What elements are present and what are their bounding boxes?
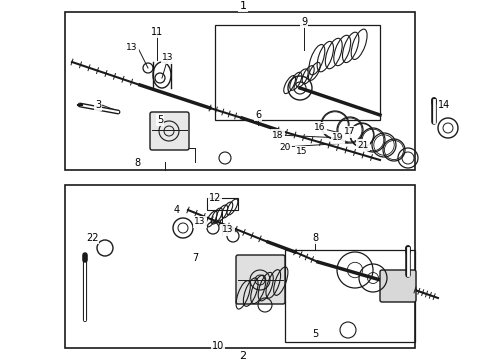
Bar <box>65 185 415 348</box>
FancyBboxPatch shape <box>236 255 285 304</box>
Bar <box>65 12 415 170</box>
Text: 18: 18 <box>272 130 284 139</box>
Text: 11: 11 <box>151 27 163 37</box>
Text: 8: 8 <box>312 233 318 243</box>
FancyBboxPatch shape <box>380 270 416 302</box>
Text: 10: 10 <box>212 341 224 351</box>
Text: 4: 4 <box>174 205 180 215</box>
Text: 15: 15 <box>296 148 308 157</box>
Text: 7: 7 <box>192 253 198 263</box>
Text: 13: 13 <box>222 225 234 234</box>
Text: 14: 14 <box>438 100 450 110</box>
Text: 13: 13 <box>126 44 138 53</box>
Text: 20: 20 <box>279 143 291 152</box>
FancyBboxPatch shape <box>150 112 189 150</box>
Text: 13: 13 <box>162 54 174 63</box>
Text: 13: 13 <box>194 217 206 226</box>
Text: 22: 22 <box>86 233 98 243</box>
Text: 6: 6 <box>255 110 261 120</box>
Text: 17: 17 <box>344 127 356 136</box>
Text: 5: 5 <box>312 329 318 339</box>
Text: 3: 3 <box>95 100 101 110</box>
Text: 2: 2 <box>240 351 246 360</box>
Bar <box>285 250 415 342</box>
Bar <box>207 198 238 210</box>
Text: 21: 21 <box>357 140 368 149</box>
Text: 1: 1 <box>240 1 246 11</box>
Text: 12: 12 <box>209 193 221 203</box>
Text: 19: 19 <box>332 134 344 143</box>
Text: 8: 8 <box>134 158 140 168</box>
Text: 16: 16 <box>314 123 326 132</box>
Bar <box>215 25 380 120</box>
Text: 5: 5 <box>157 115 163 125</box>
Text: 9: 9 <box>301 17 307 27</box>
